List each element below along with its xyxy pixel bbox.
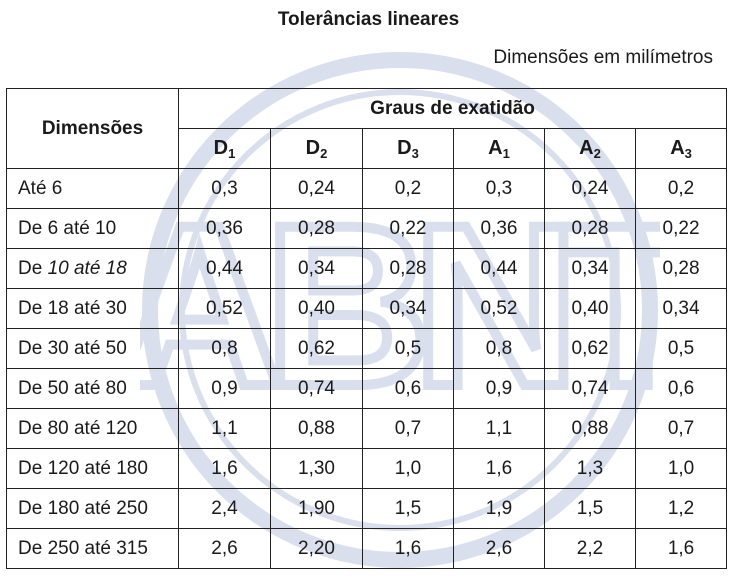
dimension-range: De 120 até 180 <box>6 448 179 489</box>
table-row: Até 6 0,3 0,24 0,2 0,3 0,24 0,2 <box>6 168 728 209</box>
grade-header-d3: D3 <box>362 128 454 169</box>
table-title: Tolerâncias lineares <box>277 9 460 30</box>
grade-header-d2: D2 <box>270 128 363 169</box>
tolerance-value: 0,74 <box>270 368 363 409</box>
table-row: De 80 até 120 1,1 0,88 0,7 1,1 0,88 0,7 <box>6 408 728 449</box>
tolerance-value: 0,44 <box>453 248 545 289</box>
tolerance-value: 1,1 <box>178 408 271 449</box>
tolerance-value: 0,9 <box>453 368 545 409</box>
grade-header-a2: A2 <box>544 128 636 169</box>
table-row: De 18 até 30 0,52 0,40 0,34 0,52 0,40 0,34 <box>6 288 728 329</box>
tolerance-value: 1,6 <box>634 528 728 569</box>
accuracy-grades-header: Graus de exatidão <box>177 88 728 129</box>
tolerance-value: 0,88 <box>544 408 636 449</box>
tolerance-value: 2,20 <box>270 528 363 569</box>
dimension-range: De 10 até 18 <box>6 248 179 289</box>
tolerance-value: 0,8 <box>453 328 545 369</box>
table-row: De 10 até 18 0,44 0,34 0,28 0,44 0,34 0,28 <box>6 248 728 289</box>
tolerance-table: Dimensões Graus de exatidão D1 D2 D3 A1 A2 A3… <box>6 88 728 569</box>
table-row: De 6 até 10 0,36 0,28 0,22 0,36 0,28 0,22 <box>6 208 728 249</box>
tolerance-value: 1,2 <box>634 488 728 529</box>
tolerance-value: 0,5 <box>362 328 454 369</box>
tolerance-value: 0,7 <box>362 408 454 449</box>
tolerance-value: 1,3 <box>544 448 636 489</box>
tolerance-value: 0,62 <box>544 328 636 369</box>
tolerance-value: 0,44 <box>178 248 271 289</box>
tolerance-value: 0,40 <box>270 288 363 329</box>
dimension-range: Até 6 <box>6 168 179 209</box>
tolerance-value: 0,24 <box>270 168 363 209</box>
table-row: De 30 até 50 0,8 0,62 0,5 0,8 0,62 0,5 <box>6 328 728 369</box>
tolerance-value: 1,0 <box>362 448 454 489</box>
grade-header-a1: A1 <box>453 128 545 169</box>
dimension-range: De 80 até 120 <box>6 408 179 449</box>
tolerance-value: 0,28 <box>544 208 636 249</box>
tolerance-value: 0,28 <box>270 208 363 249</box>
grade-header-d1: D1 <box>178 128 271 169</box>
tolerance-value: 0,34 <box>270 248 363 289</box>
tolerance-value: 0,34 <box>634 288 728 329</box>
table-row: De 250 até 315 2,6 2,20 1,6 2,6 2,2 1,6 <box>6 528 728 569</box>
units-note: Dimensões em milímetros <box>493 47 713 68</box>
dimension-range: De 30 até 50 <box>6 328 179 369</box>
tolerance-value: 2,6 <box>453 528 545 569</box>
tolerance-value: 0,34 <box>544 248 636 289</box>
dimension-range: De 6 até 10 <box>6 208 179 249</box>
tolerance-value: 1,30 <box>270 448 363 489</box>
tolerance-value: 1,6 <box>178 448 271 489</box>
dimension-range: De 250 até 315 <box>6 528 179 569</box>
tolerance-value: 2,2 <box>544 528 636 569</box>
tolerance-value: 0,24 <box>544 168 636 209</box>
tolerance-value: 0,36 <box>178 208 271 249</box>
grade-header-a3: A3 <box>634 128 728 169</box>
tolerance-value: 2,4 <box>178 488 271 529</box>
tolerance-value: 0,8 <box>178 328 271 369</box>
tolerance-value: 1,90 <box>270 488 363 529</box>
table-row: De 180 até 250 2,4 1,90 1,5 1,9 1,5 1,2 <box>6 488 728 529</box>
tolerance-value: 0,5 <box>634 328 728 369</box>
tolerance-value: 0,34 <box>362 288 454 329</box>
tolerance-value: 1,5 <box>362 488 454 529</box>
dimension-range: De 18 até 30 <box>6 288 179 329</box>
table-row: De 50 até 80 0,9 0,74 0,6 0,9 0,74 0,6 <box>6 368 728 409</box>
tolerance-value: 0,28 <box>634 248 728 289</box>
tolerance-value: 1,9 <box>453 488 545 529</box>
tolerance-value: 0,52 <box>178 288 271 329</box>
tolerance-value: 1,1 <box>453 408 545 449</box>
tolerance-value: 0,6 <box>634 368 728 409</box>
tolerance-value: 0,7 <box>634 408 728 449</box>
tolerance-value: 0,28 <box>362 248 454 289</box>
tolerance-value: 0,22 <box>634 208 728 249</box>
tolerance-value: 0,6 <box>362 368 454 409</box>
tolerance-value: 1,5 <box>544 488 636 529</box>
tolerance-value: 0,40 <box>544 288 636 329</box>
tolerance-value: 0,52 <box>453 288 545 329</box>
tolerance-value: 1,6 <box>362 528 454 569</box>
tolerance-value: 0,9 <box>178 368 271 409</box>
dimension-range: De 180 até 250 <box>6 488 179 529</box>
dimension-range: De 50 até 80 <box>6 368 179 409</box>
tolerance-value: 0,3 <box>178 168 271 209</box>
tolerance-value: 0,74 <box>544 368 636 409</box>
dimensions-header: Dimensões <box>6 88 179 169</box>
tolerance-value: 0,2 <box>362 168 454 209</box>
tolerance-value: 0,3 <box>453 168 545 209</box>
tolerance-value: 0,36 <box>453 208 545 249</box>
tolerance-value: 2,6 <box>178 528 271 569</box>
tolerance-value: 0,2 <box>634 168 728 209</box>
tolerance-value: 0,62 <box>270 328 363 369</box>
tolerance-value: 1,6 <box>453 448 545 489</box>
tolerance-value: 1,0 <box>634 448 728 489</box>
tolerance-value: 0,22 <box>362 208 454 249</box>
tolerance-value: 0,88 <box>270 408 363 449</box>
table-row: De 120 até 180 1,6 1,30 1,0 1,6 1,3 1,0 <box>6 448 728 489</box>
